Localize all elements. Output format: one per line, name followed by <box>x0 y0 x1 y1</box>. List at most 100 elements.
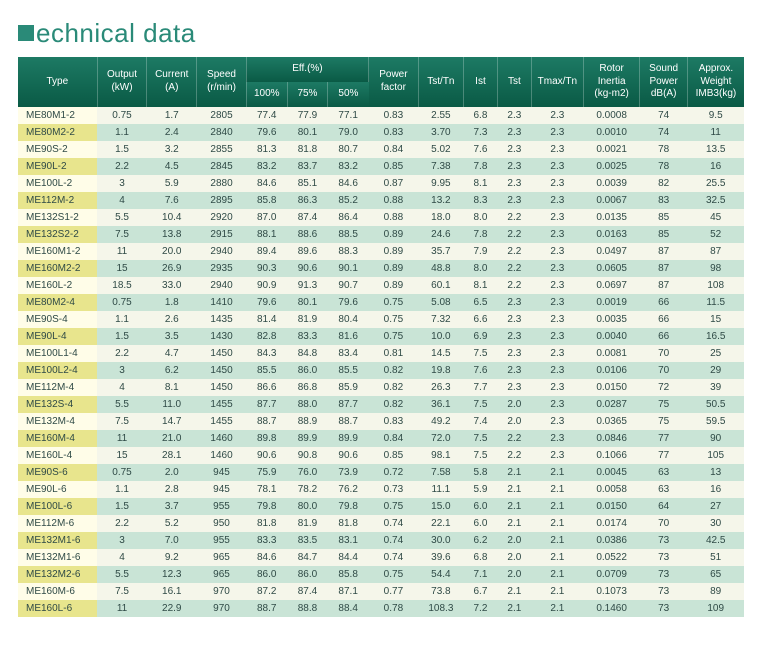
cell-ri: 0.0174 <box>583 515 640 532</box>
table-row: ME160M-67.516.197087.287.487.10.7773.86.… <box>18 583 744 600</box>
cell-current: 3.2 <box>147 141 197 158</box>
cell-speed: 2895 <box>197 192 247 209</box>
cell-ri: 0.0163 <box>583 226 640 243</box>
cell-ri: 0.0010 <box>583 124 640 141</box>
cell-ri: 0.0039 <box>583 175 640 192</box>
cell-speed: 2920 <box>197 209 247 226</box>
cell-eff50: 77.1 <box>328 107 369 124</box>
cell-type: ME160L-6 <box>18 600 97 617</box>
cell-output: 5.5 <box>97 566 147 583</box>
cell-wt: 27 <box>687 498 744 515</box>
cell-tsttn: 13.2 <box>418 192 463 209</box>
cell-output: 7.5 <box>97 226 147 243</box>
cell-speed: 970 <box>197 583 247 600</box>
cell-eff100: 84.3 <box>246 345 287 362</box>
cell-wt: 9.5 <box>687 107 744 124</box>
cell-pf: 0.84 <box>369 430 419 447</box>
cell-wt: 39 <box>687 379 744 396</box>
cell-eff75: 88.0 <box>287 396 328 413</box>
table-row: ME90S-60.752.094575.976.073.90.727.585.8… <box>18 464 744 481</box>
cell-eff50: 90.6 <box>328 447 369 464</box>
cell-tst: 2.2 <box>497 260 531 277</box>
col-eff-100: 100% <box>246 82 287 107</box>
cell-eff50: 80.7 <box>328 141 369 158</box>
cell-ri: 0.1460 <box>583 600 640 617</box>
cell-tsttn: 18.0 <box>418 209 463 226</box>
cell-wt: 87 <box>687 243 744 260</box>
cell-sp: 72 <box>640 379 687 396</box>
cell-eff100: 89.4 <box>246 243 287 260</box>
cell-eff100: 82.8 <box>246 328 287 345</box>
cell-type: ME160M2-2 <box>18 260 97 277</box>
cell-output: 7.5 <box>97 583 147 600</box>
cell-output: 1.5 <box>97 328 147 345</box>
cell-tmax: 2.3 <box>531 141 583 158</box>
cell-tsttn: 54.4 <box>418 566 463 583</box>
cell-tmax: 2.3 <box>531 447 583 464</box>
cell-speed: 2805 <box>197 107 247 124</box>
cell-tmax: 2.3 <box>531 396 583 413</box>
cell-ist: 7.5 <box>464 447 498 464</box>
cell-eff75: 89.6 <box>287 243 328 260</box>
cell-tsttn: 73.8 <box>418 583 463 600</box>
cell-current: 12.3 <box>147 566 197 583</box>
col-pf: Powerfactor <box>369 57 419 107</box>
table-row: ME80M2-21.12.4284079.680.179.00.833.707.… <box>18 124 744 141</box>
cell-tst: 2.2 <box>497 209 531 226</box>
cell-tsttn: 7.58 <box>418 464 463 481</box>
cell-output: 11 <box>97 430 147 447</box>
cell-output: 0.75 <box>97 464 147 481</box>
cell-pf: 0.75 <box>369 498 419 515</box>
cell-ist: 6.8 <box>464 107 498 124</box>
cell-tsttn: 72.0 <box>418 430 463 447</box>
table-row: ME90S-41.12.6143581.481.980.40.757.326.6… <box>18 311 744 328</box>
cell-eff50: 90.7 <box>328 277 369 294</box>
cell-ri: 0.0150 <box>583 379 640 396</box>
cell-speed: 1450 <box>197 379 247 396</box>
cell-current: 22.9 <box>147 600 197 617</box>
cell-eff100: 79.6 <box>246 294 287 311</box>
cell-ist: 7.5 <box>464 345 498 362</box>
cell-sp: 77 <box>640 447 687 464</box>
cell-ri: 0.0035 <box>583 311 640 328</box>
cell-tsttn: 22.1 <box>418 515 463 532</box>
cell-pf: 0.88 <box>369 209 419 226</box>
cell-tsttn: 35.7 <box>418 243 463 260</box>
cell-eff75: 81.9 <box>287 311 328 328</box>
cell-eff50: 80.4 <box>328 311 369 328</box>
cell-eff75: 86.0 <box>287 362 328 379</box>
cell-tsttn: 19.8 <box>418 362 463 379</box>
cell-tmax: 2.3 <box>531 311 583 328</box>
cell-output: 1.1 <box>97 124 147 141</box>
cell-ist: 7.3 <box>464 124 498 141</box>
cell-eff75: 83.7 <box>287 158 328 175</box>
cell-wt: 51 <box>687 549 744 566</box>
table-row: ME132S2-27.513.8291588.188.688.50.8924.6… <box>18 226 744 243</box>
cell-sp: 66 <box>640 311 687 328</box>
cell-speed: 950 <box>197 515 247 532</box>
cell-sp: 73 <box>640 600 687 617</box>
cell-tsttn: 24.6 <box>418 226 463 243</box>
cell-ist: 7.9 <box>464 243 498 260</box>
cell-ist: 5.9 <box>464 481 498 498</box>
cell-speed: 1430 <box>197 328 247 345</box>
cell-ist: 6.8 <box>464 549 498 566</box>
cell-sp: 74 <box>640 107 687 124</box>
cell-current: 1.7 <box>147 107 197 124</box>
cell-eff50: 84.4 <box>328 549 369 566</box>
cell-speed: 2880 <box>197 175 247 192</box>
cell-ist: 6.9 <box>464 328 498 345</box>
cell-ist: 6.5 <box>464 294 498 311</box>
cell-ri: 0.0106 <box>583 362 640 379</box>
cell-pf: 0.87 <box>369 175 419 192</box>
cell-eff50: 88.7 <box>328 413 369 430</box>
cell-type: ME160M-4 <box>18 430 97 447</box>
cell-ri: 0.0040 <box>583 328 640 345</box>
cell-tst: 2.3 <box>497 175 531 192</box>
cell-type: ME132M1-6 <box>18 549 97 566</box>
cell-output: 11 <box>97 600 147 617</box>
cell-ri: 0.0008 <box>583 107 640 124</box>
cell-eff100: 88.7 <box>246 600 287 617</box>
cell-eff100: 87.7 <box>246 396 287 413</box>
cell-eff100: 86.6 <box>246 379 287 396</box>
